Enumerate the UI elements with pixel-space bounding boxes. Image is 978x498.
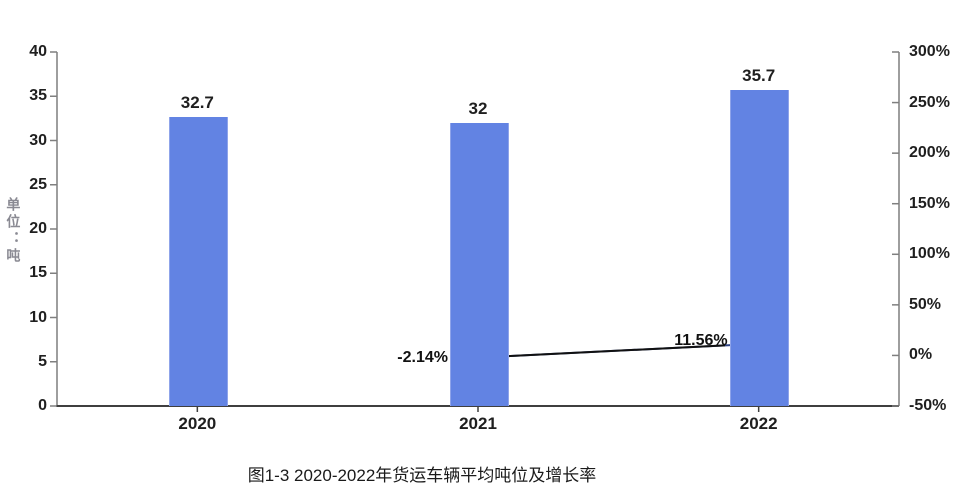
bar-value-label-2022: 35.7 bbox=[742, 66, 776, 86]
growth-rate-label-2022: 11.56% bbox=[674, 331, 728, 349]
right-axis-tick-label: 250% bbox=[909, 93, 950, 111]
bar-value-label-2020: 32.7 bbox=[180, 92, 214, 112]
category-label-2022: 2022 bbox=[739, 414, 778, 433]
right-axis-tick-label: 300% bbox=[909, 43, 950, 60]
left-axis-tick-label: 15 bbox=[29, 264, 47, 282]
left-axis-tick-label: 25 bbox=[29, 175, 47, 193]
left-axis-tick-label: 35 bbox=[29, 87, 47, 105]
bar-2021 bbox=[449, 122, 509, 406]
left-axis-tick-label: 20 bbox=[29, 220, 47, 237]
figure-caption: 图1-3 2020-2022年货运车辆平均吨位及增长率 bbox=[247, 466, 597, 485]
right-axis-tick-label: 200% bbox=[909, 144, 950, 162]
category-label-2020: 2020 bbox=[178, 414, 217, 433]
right-axis-tick-label: 150% bbox=[909, 194, 950, 212]
bar-value-label-2021: 32 bbox=[468, 98, 488, 118]
left-axis-tick-label: 0 bbox=[38, 397, 47, 414]
bar-2020 bbox=[168, 116, 228, 406]
growth-line bbox=[500, 344, 726, 358]
left-axis-title: 单位：吨 bbox=[5, 197, 22, 265]
left-axis-tick-label: 10 bbox=[29, 308, 47, 326]
right-axis-tick-label: 0% bbox=[909, 346, 933, 364]
right-axis-tick-label: 100% bbox=[909, 245, 950, 263]
left-axis-tick-label: 30 bbox=[29, 131, 47, 149]
left-axis-tick-label: 5 bbox=[38, 352, 47, 370]
left-axis-tick-label: 40 bbox=[29, 43, 47, 60]
right-axis-tick-label: 50% bbox=[909, 295, 942, 313]
category-label-2021: 2021 bbox=[459, 414, 497, 433]
right-axis-tick-label: -50% bbox=[909, 397, 947, 414]
growth-rate-label-2021: -2.14% bbox=[397, 348, 448, 366]
bar-2022 bbox=[730, 90, 790, 406]
